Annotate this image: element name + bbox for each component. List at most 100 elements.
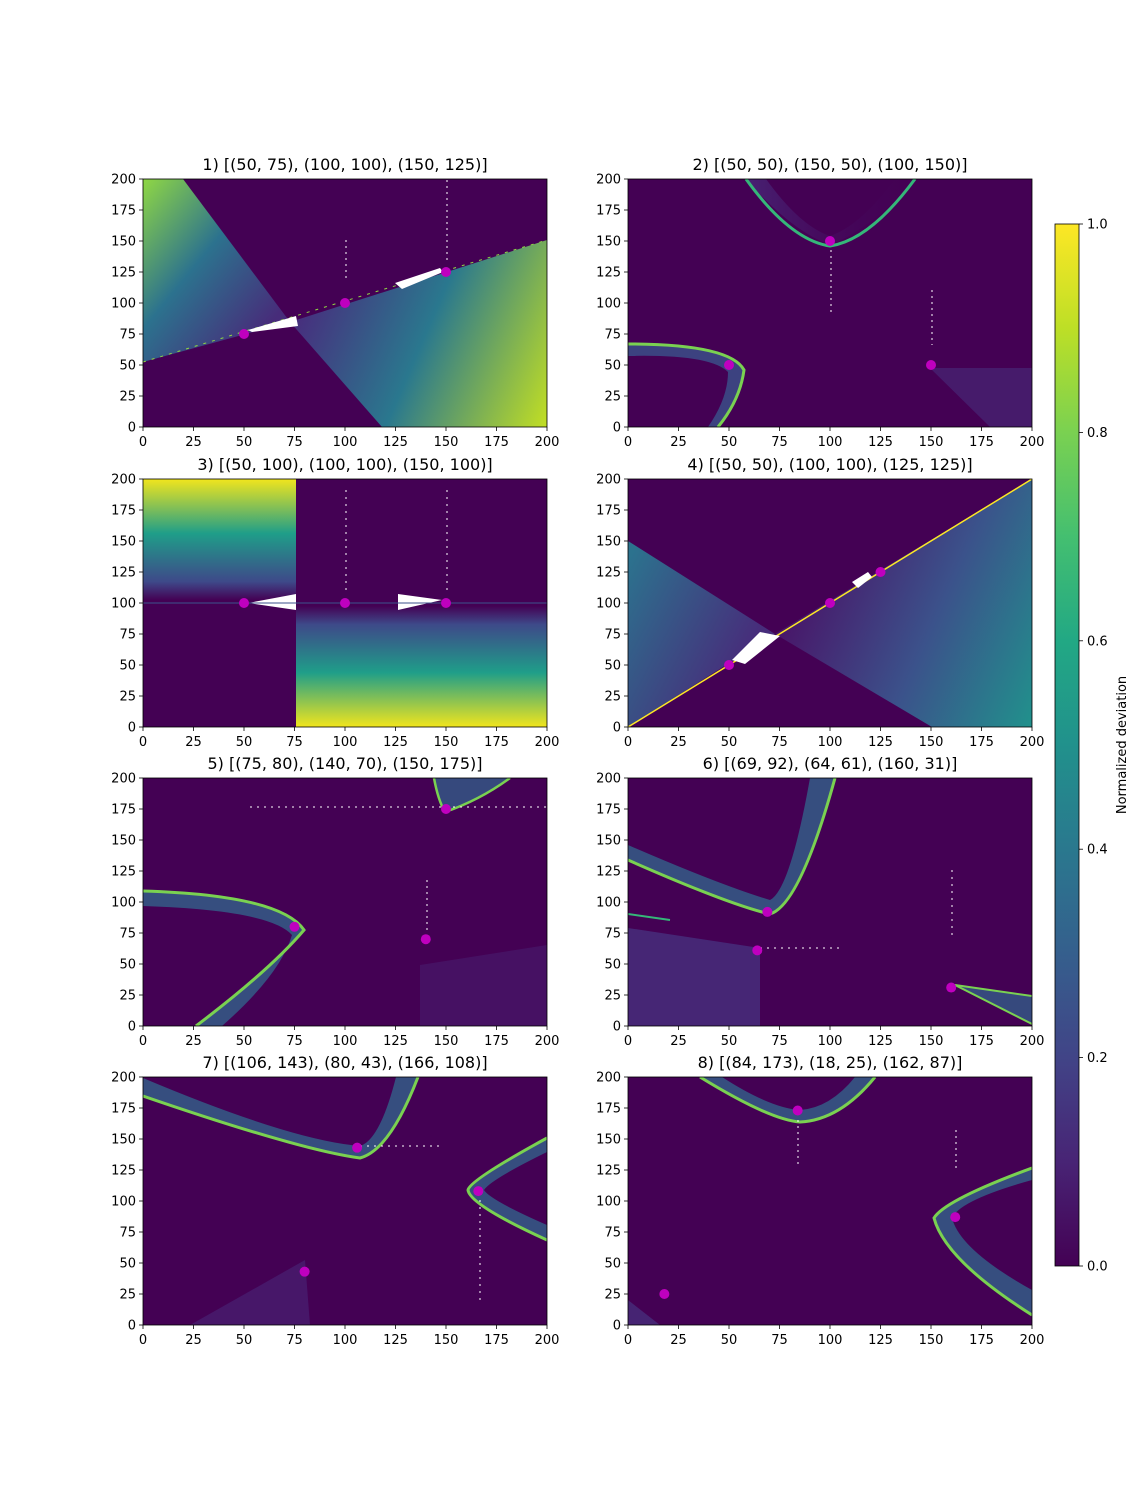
markers-1 [239,267,451,339]
y-tick-label: 100 [596,297,621,312]
y-tick-label: 200 [111,473,136,488]
marker-2-2 [926,360,936,370]
x-tick-label: 0 [139,1333,147,1348]
colorbar-tick-label: 0.4 [1087,843,1108,858]
marker-4-3 [875,567,886,577]
markers-5 [289,804,451,945]
y-ticks-8: 0 25 50 75 100 125 150 175 200 [596,1071,628,1334]
y-tick-label: 50 [119,958,136,973]
y-tick-label: 150 [111,535,136,550]
x-tick-label: 200 [535,435,560,450]
x-tick-label: 75 [771,435,788,450]
y-tick-label: 25 [604,690,621,705]
panel-title-7: 7) [(106, 143), (80, 43), (166, 108)] [202,1053,487,1072]
y-tick-label: 25 [119,989,136,1004]
x-tick-label: 75 [286,435,303,450]
x-tick-label: 50 [721,1333,738,1348]
x-tick-label: 200 [535,735,560,750]
x-tick-label: 175 [969,1034,994,1049]
x-tick-label: 175 [969,435,994,450]
x-tick-label: 100 [818,435,843,450]
x-tick-label: 100 [818,1034,843,1049]
colorbar: 0.0 0.2 0.4 0.6 0.8 1.0 Normalized deviation [1054,218,1130,1275]
heatmap-field-6 [628,778,1032,1026]
colorbar-label: Normalized deviation [1115,676,1130,814]
y-tick-label: 75 [119,628,136,643]
y-tick-label: 75 [604,927,621,942]
heatmap-field-5 [143,778,547,1026]
y-tick-label: 200 [111,1071,136,1086]
x-tick-label: 50 [721,735,738,750]
panel-7: 0 25 50 75 100 125 150 175 200 0 25 50 75 100 125 150 1… [111,1053,559,1348]
panel-title-5: 5) [(75, 80), (140, 70), (150, 175)] [208,754,483,773]
marker-5-2 [420,934,431,945]
marker-1-1 [239,329,249,339]
x-tick-label: 50 [721,435,738,450]
heatmap-field-1 [143,179,547,427]
panel-3: 0 25 50 75 100 125 150 175 200 0 25 50 75 100 125 150 1… [111,455,559,750]
y-tick-label: 175 [596,504,621,519]
x-tick-label: 50 [721,1034,738,1049]
y-ticks-5: 0 25 50 75 100 125 150 175 200 [111,772,143,1035]
marker-1-3 [441,267,451,277]
x-tick-label: 0 [624,435,632,450]
marker-3-1 [239,598,249,608]
y-tick-label: 150 [596,235,621,250]
y-ticks-6: 0 25 50 75 100 125 150 175 200 [596,772,628,1035]
y-tick-label: 150 [111,834,136,849]
marker-8-3 [950,1212,961,1223]
x-tick-label: 25 [185,735,202,750]
colorbar-gradient [1054,223,1080,1267]
x-tick-label: 175 [969,1333,994,1348]
y-tick-label: 25 [119,390,136,405]
x-tick-label: 200 [1020,1034,1045,1049]
x-tick-label: 125 [383,735,408,750]
y-tick-label: 125 [111,865,136,880]
y-tick-label: 50 [604,659,621,674]
markers-6 [752,906,957,993]
y-tick-label: 100 [111,1195,136,1210]
panel-1: 0 25 50 75 100 125 150 175 200 0 25 50 75 100 125 150 1… [111,155,559,450]
x-tick-label: 125 [383,435,408,450]
markers-7 [299,1142,484,1277]
x-tick-label: 100 [818,1333,843,1348]
marker-7-2 [299,1266,310,1277]
x-tick-label: 100 [333,1034,358,1049]
y-ticks-4: 0 25 50 75 100 125 150 175 200 [596,473,628,736]
y-tick-label: 0 [128,721,136,736]
marker-7-3 [473,1186,484,1197]
y-tick-label: 0 [613,1319,621,1334]
x-ticks-7: 0 25 50 75 100 125 150 175 200 [139,1325,559,1348]
x-tick-label: 75 [286,1034,303,1049]
y-tick-label: 75 [604,628,621,643]
y-tick-label: 75 [119,1226,136,1241]
heatmap-field-7 [143,1077,547,1325]
x-tick-label: 150 [919,1034,944,1049]
y-tick-label: 125 [111,266,136,281]
markers-2 [724,236,936,370]
y-tick-label: 200 [596,772,621,787]
x-tick-label: 150 [919,1333,944,1348]
x-tick-label: 25 [670,1034,687,1049]
x-tick-label: 125 [868,435,893,450]
panel-8: 0 25 50 75 100 125 150 175 200 0 25 50 75 100 125 150 1… [596,1053,1044,1348]
y-tick-label: 25 [604,1288,621,1303]
panel-4: 0 25 50 75 100 125 150 175 200 0 25 50 75 100 125 150 1… [596,455,1044,750]
x-ticks-2: 0 25 50 75 100 125 150 175 200 [624,427,1044,450]
colorbar-tick-label: 0.8 [1087,426,1108,441]
x-tick-label: 75 [771,1333,788,1348]
marker-6-2 [752,945,763,956]
y-tick-label: 0 [613,721,621,736]
y-tick-label: 0 [128,1020,136,1035]
y-tick-label: 150 [596,1133,621,1148]
x-tick-label: 200 [1020,735,1045,750]
colorbar-tick-label: 0.0 [1087,1260,1108,1275]
x-tick-label: 175 [969,735,994,750]
panel-6: 0 25 50 75 100 125 150 175 200 0 25 50 75 100 125 150 1… [596,754,1044,1049]
x-tick-label: 100 [333,1333,358,1348]
marker-6-3 [946,982,957,993]
y-tick-label: 175 [596,803,621,818]
x-ticks-8: 0 25 50 75 100 125 150 175 200 [624,1325,1044,1348]
marker-3-2 [340,598,350,608]
y-tick-label: 0 [613,421,621,436]
